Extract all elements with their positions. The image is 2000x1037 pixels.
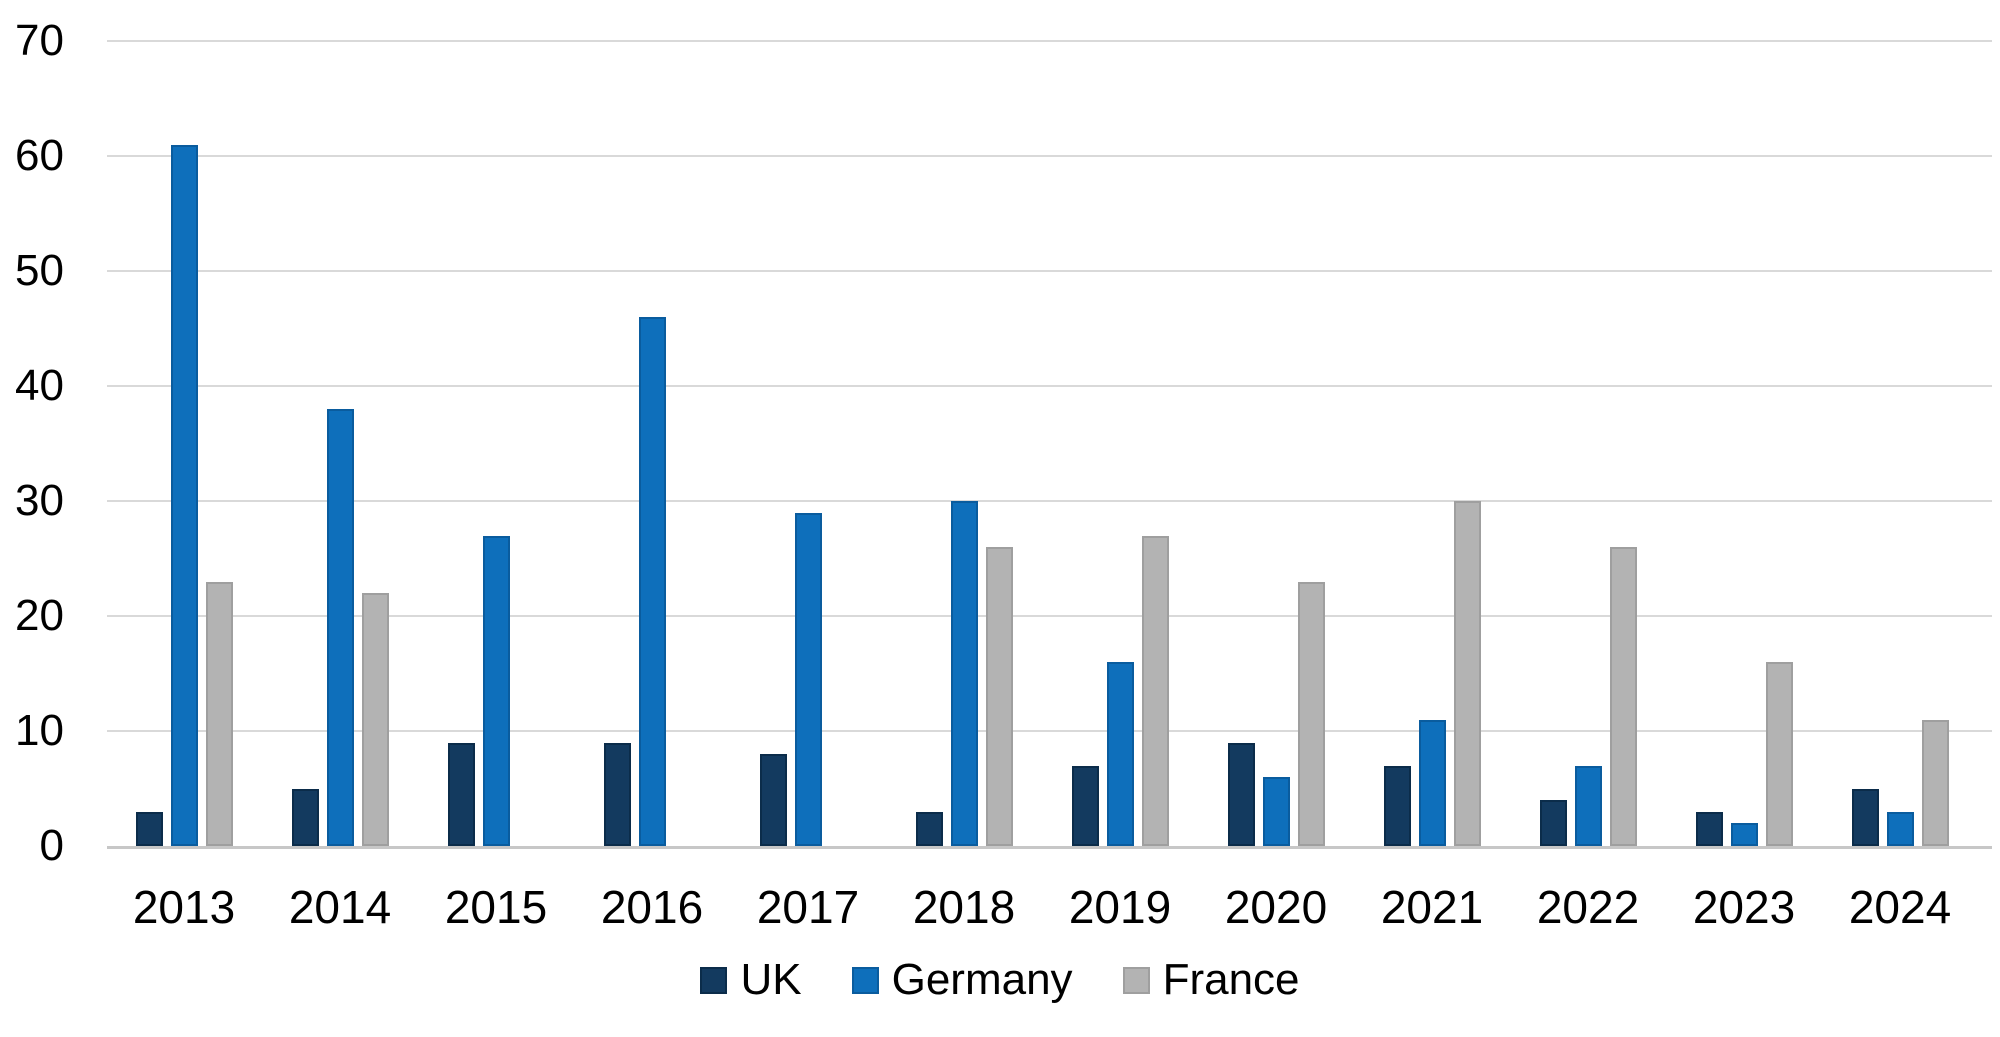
- france-legend-swatch: [1122, 966, 1150, 994]
- x-tick-label-2024: 2024: [1848, 881, 1952, 933]
- bar-germany-2013: [170, 144, 198, 846]
- bar-uk-2019: [1071, 765, 1099, 846]
- y-tick-label-0: 0: [39, 821, 64, 870]
- bar-germany-2023: [1730, 823, 1758, 846]
- x-tick-label-2021: 2021: [1380, 881, 1484, 933]
- bar-germany-2018: [950, 501, 978, 846]
- gridline-30: [107, 500, 1992, 502]
- bar-uk-2015: [447, 742, 475, 846]
- gridline-50: [107, 270, 1992, 272]
- x-tick-label-2013: 2013: [132, 881, 236, 933]
- bar-france-2024: [1921, 719, 1949, 846]
- bar-uk-2017: [759, 754, 787, 846]
- y-tick-label-50: 50: [15, 246, 64, 295]
- bar-germany-2016: [638, 317, 666, 846]
- y-tick-label-20: 20: [15, 591, 64, 640]
- bar-uk-2018: [915, 811, 943, 846]
- x-tick-label-2018: 2018: [912, 881, 1016, 933]
- bar-france-2020: [1297, 581, 1325, 846]
- bar-france-2014: [361, 593, 389, 846]
- x-tick-label-2016: 2016: [600, 881, 704, 933]
- bar-france-2021: [1453, 501, 1481, 846]
- y-tick-label-30: 30: [15, 476, 64, 525]
- gridline-10: [107, 730, 1992, 732]
- bar-germany-2021: [1418, 719, 1446, 846]
- bar-germany-2020: [1262, 777, 1290, 846]
- gridline-40: [107, 385, 1992, 387]
- bar-france-2018: [985, 547, 1013, 846]
- bar-france-2023: [1765, 662, 1793, 846]
- bar-uk-2021: [1383, 765, 1411, 846]
- bar-germany-2022: [1574, 765, 1602, 846]
- x-tick-label-2019: 2019: [1068, 881, 1172, 933]
- y-tick-label-40: 40: [15, 361, 64, 410]
- bar-france-2022: [1609, 547, 1637, 846]
- bar-uk-2020: [1227, 742, 1255, 846]
- x-tick-label-2022: 2022: [1536, 881, 1640, 933]
- x-tick-label-2017: 2017: [756, 881, 860, 933]
- bar-germany-2017: [794, 512, 822, 846]
- x-tick-label-2015: 2015: [444, 881, 548, 933]
- bar-uk-2013: [135, 811, 163, 846]
- x-tick-label-2023: 2023: [1692, 881, 1796, 933]
- y-tick-label-70: 70: [15, 16, 64, 65]
- legend-item-france: France: [1122, 955, 1300, 1004]
- bar-germany-2019: [1106, 662, 1134, 846]
- y-tick-label-10: 10: [15, 706, 64, 755]
- bar-france-2013: [205, 581, 233, 846]
- gridline-70: [107, 40, 1992, 42]
- germany-legend-label: Germany: [891, 955, 1073, 1004]
- legend-item-uk: UK: [700, 955, 802, 1004]
- bar-uk-2022: [1539, 800, 1567, 846]
- x-tick-label-2014: 2014: [288, 881, 392, 933]
- legend-item-germany: Germany: [851, 955, 1073, 1004]
- bar-uk-2016: [603, 742, 631, 846]
- gridline-20: [107, 615, 1992, 617]
- france-legend-label: France: [1162, 955, 1300, 1004]
- bar-uk-2023: [1695, 811, 1723, 846]
- bar-germany-2024: [1886, 811, 1914, 846]
- uk-legend-label: UK: [740, 955, 802, 1004]
- legend: UK Germany France: [0, 958, 2000, 1002]
- bar-germany-2014: [326, 409, 354, 846]
- uk-legend-swatch: [700, 966, 728, 994]
- y-tick-label-60: 60: [15, 131, 64, 180]
- gridline-60: [107, 155, 1992, 157]
- bar-uk-2014: [291, 788, 319, 846]
- x-tick-label-2020: 2020: [1224, 881, 1328, 933]
- germany-legend-swatch: [851, 966, 879, 994]
- bar-germany-2015: [482, 535, 510, 846]
- bar-france-2019: [1141, 535, 1169, 846]
- x-axis-line: [107, 846, 1992, 849]
- bar-uk-2024: [1851, 788, 1879, 846]
